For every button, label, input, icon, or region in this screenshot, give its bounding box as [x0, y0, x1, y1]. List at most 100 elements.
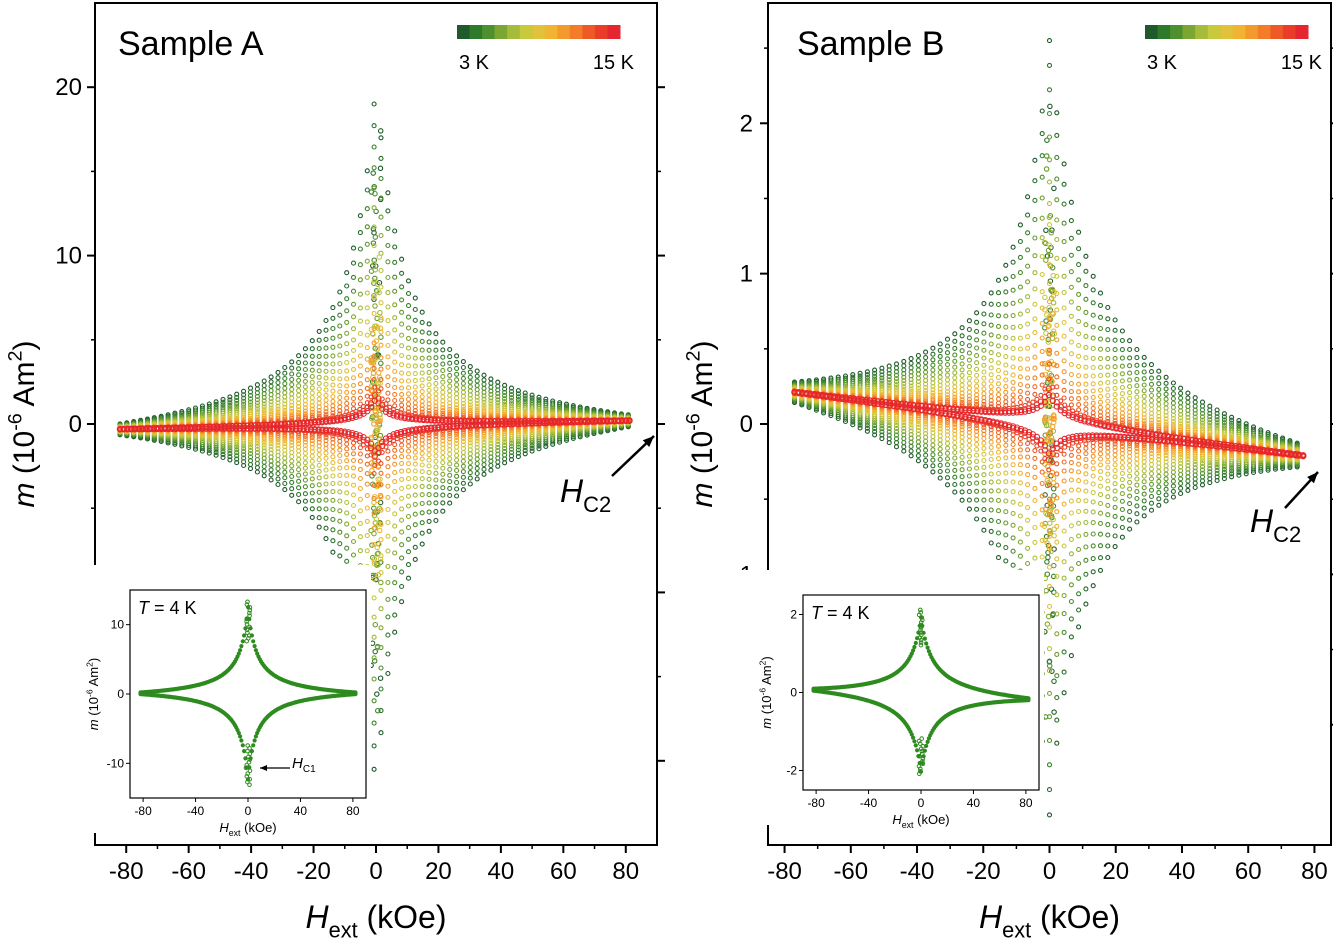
data-point — [310, 499, 314, 503]
data-point — [400, 477, 404, 481]
data-point — [1062, 257, 1066, 261]
data-point — [407, 346, 411, 350]
data-point — [982, 312, 986, 316]
data-point — [400, 379, 404, 383]
data-point — [434, 363, 438, 367]
data-point — [434, 449, 438, 453]
data-point — [1164, 375, 1168, 379]
data-point — [358, 486, 362, 490]
data-point — [338, 473, 342, 477]
data-point — [1048, 39, 1052, 43]
data-point — [1040, 132, 1044, 136]
data-point — [1157, 376, 1161, 380]
data-point — [393, 524, 397, 528]
data-point — [938, 354, 942, 358]
data-point — [338, 401, 342, 405]
data-point — [434, 392, 438, 396]
data-point — [269, 380, 273, 384]
data-point — [413, 493, 417, 497]
data-point — [338, 353, 342, 357]
data-point — [345, 473, 349, 477]
data-point — [379, 335, 383, 339]
data-point — [413, 456, 417, 460]
data-point — [331, 528, 335, 532]
data-point — [407, 462, 411, 466]
data-point — [1091, 570, 1095, 574]
data-point — [997, 334, 1001, 338]
data-point — [1201, 400, 1205, 404]
data-point — [455, 458, 459, 462]
data-point — [352, 515, 356, 519]
data-point — [338, 324, 342, 328]
data-point — [352, 446, 356, 450]
data-point — [1142, 486, 1146, 490]
data-point — [420, 511, 424, 515]
data-point — [1091, 584, 1095, 588]
data-point — [407, 449, 411, 453]
data-point — [427, 493, 431, 497]
data-point — [358, 535, 362, 539]
data-point — [960, 490, 964, 494]
data-point — [310, 459, 314, 463]
data-point — [1055, 632, 1059, 636]
data-point — [400, 298, 404, 302]
y-axis-title-exponent-2: 2 — [4, 351, 26, 362]
data-point — [1018, 540, 1022, 544]
inset-y-tick-label: 0 — [117, 687, 124, 701]
data-point — [975, 517, 979, 521]
data-point — [1055, 718, 1059, 722]
y-axis-title-unit-mid: Am — [8, 362, 41, 414]
data-point — [1120, 516, 1124, 520]
data-point — [1157, 485, 1161, 489]
data-point — [468, 476, 472, 480]
data-point — [427, 529, 431, 533]
data-point — [331, 508, 335, 512]
hc1-subscript: C1 — [303, 764, 316, 775]
data-point — [413, 545, 417, 549]
data-point — [338, 377, 342, 381]
data-point — [1011, 288, 1015, 292]
data-point — [475, 383, 479, 387]
data-point — [960, 349, 964, 353]
data-point — [960, 461, 964, 465]
data-point — [468, 385, 472, 389]
data-point — [916, 354, 920, 358]
data-point — [931, 443, 935, 447]
data-point — [413, 364, 417, 368]
data-point — [434, 485, 438, 489]
data-point — [297, 361, 301, 365]
data-point — [338, 460, 342, 464]
data-point — [324, 328, 328, 332]
data-point — [283, 386, 287, 390]
data-point — [989, 323, 993, 327]
data-point — [1077, 608, 1081, 612]
data-point — [324, 537, 328, 541]
data-point — [924, 366, 928, 370]
data-point — [338, 290, 342, 294]
data-point — [317, 463, 321, 467]
data-point — [455, 494, 459, 498]
data-point — [909, 440, 913, 444]
data-point — [1157, 503, 1161, 507]
data-point — [1062, 691, 1066, 695]
inset-title: T = 4 K — [138, 598, 197, 618]
data-point — [1084, 323, 1088, 327]
data-point — [1004, 290, 1008, 294]
data-point — [358, 521, 362, 525]
data-point — [269, 463, 273, 467]
data-point — [345, 320, 349, 324]
data-point — [895, 445, 899, 449]
data-point — [317, 362, 321, 366]
data-point — [400, 543, 404, 547]
data-point — [345, 522, 349, 526]
data-point — [967, 467, 971, 471]
data-point — [902, 441, 906, 445]
data-point — [283, 465, 287, 469]
data-point — [448, 462, 452, 466]
data-point — [1193, 400, 1197, 404]
data-point — [379, 234, 383, 238]
data-point — [290, 480, 294, 484]
data-point — [290, 383, 294, 387]
data-point — [345, 491, 349, 495]
x-tick-label: -60 — [171, 858, 206, 885]
